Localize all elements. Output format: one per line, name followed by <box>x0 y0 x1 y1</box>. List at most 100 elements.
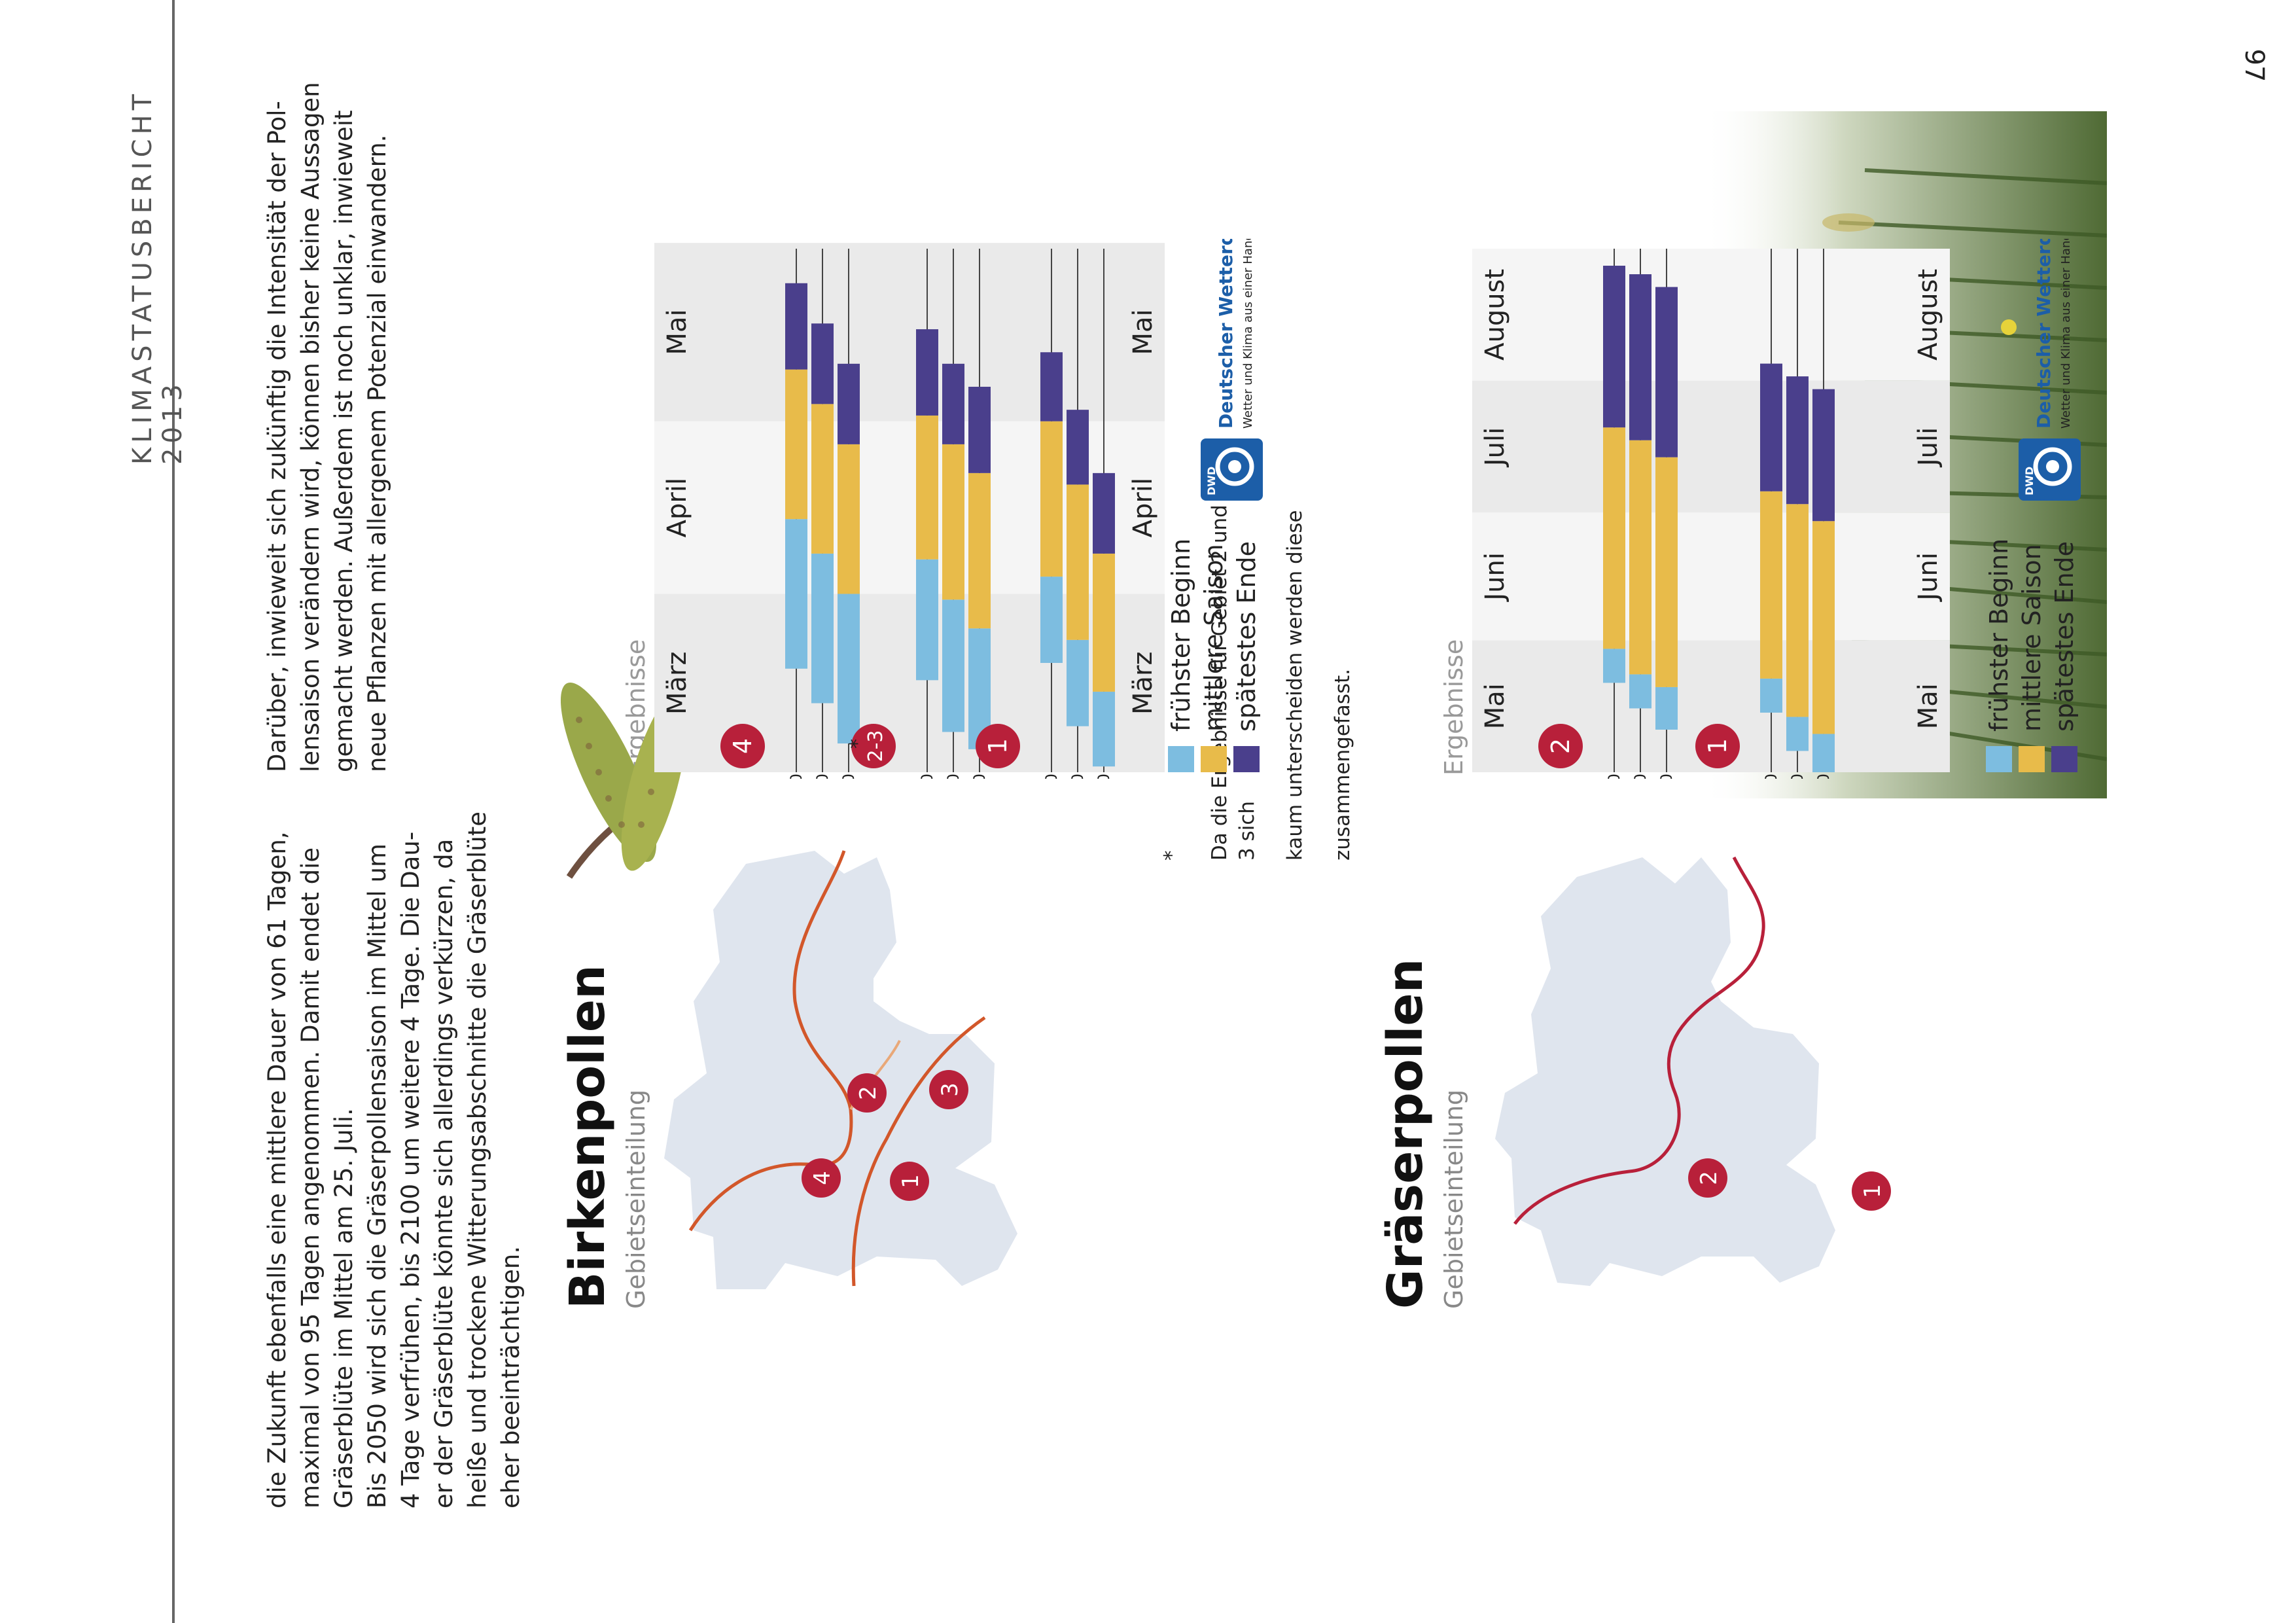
dwd-tagline: Wetter und Klima aus einer Hand <box>1241 239 1255 429</box>
bar-early <box>1760 678 1782 713</box>
page-margin-rule <box>172 0 175 1623</box>
period-label: 2071-2100 <box>1657 774 1676 779</box>
bar-late <box>785 283 807 370</box>
text-line: lensaison verändern wird, können bisher … <box>296 82 325 772</box>
text-line: kaum unterscheiden werden diese <box>1283 510 1307 861</box>
bar-early <box>785 519 807 669</box>
bar-late <box>811 323 834 404</box>
legend-swatch <box>1233 746 1260 772</box>
period-label: 2021-2050 <box>1069 774 1087 779</box>
period-label: 1971-2000 <box>918 774 936 779</box>
bar-late <box>1812 389 1835 522</box>
bar-mid <box>1629 440 1651 675</box>
bar-early <box>838 594 860 744</box>
bar-late <box>1786 376 1809 505</box>
bar-early <box>1067 639 1089 726</box>
bar-mid <box>838 444 860 594</box>
month-label: Mai <box>662 309 692 355</box>
text-line: Darüber, inwieweit sich zukünftig die In… <box>263 101 291 772</box>
month-band <box>654 243 1165 421</box>
svg-text:2: 2 <box>855 1086 881 1100</box>
bar-mid <box>811 404 834 554</box>
bar-mid <box>1603 427 1625 649</box>
body-text-column-2: Darüber, inwieweit sich zukünftig die In… <box>260 20 394 772</box>
bar-late <box>1655 287 1678 457</box>
period-label: 2071-2100 <box>1814 774 1833 779</box>
legend-swatch <box>1986 746 2012 772</box>
bar-early <box>1655 687 1678 730</box>
month-label: März <box>1128 652 1158 715</box>
legend-label: frühster Beginn <box>1985 538 2013 732</box>
bar-early <box>1629 674 1651 709</box>
bar-mid <box>916 415 938 560</box>
period-label: 1971-2000 <box>1762 774 1780 779</box>
svg-text:3: 3 <box>937 1082 963 1097</box>
grass-region-badge-2: 2 <box>1688 1158 1727 1198</box>
dwd-logo-grass: DWD Deutscher Wetterdienst Wetter und Kl… <box>2019 239 2081 501</box>
bar-late <box>1603 266 1625 428</box>
grass-region-map: 2 1 <box>1495 856 1891 1286</box>
period-label: 2071-2100 <box>839 774 858 779</box>
bar-late <box>1629 274 1651 440</box>
birch-region-badge-3: 3 <box>929 1070 968 1109</box>
month-label: Juni <box>1480 552 1510 603</box>
legend-label: frühster Beginn <box>1167 538 1195 732</box>
period-label: 2021-2050 <box>1788 774 1807 779</box>
birch-border-b <box>688 850 853 1232</box>
bar-late <box>916 329 938 416</box>
month-band <box>1472 380 1950 513</box>
text-line: er der Gräserblüte könnte sich allerding… <box>430 838 458 1508</box>
footnote-star: * <box>1160 850 1184 861</box>
group-badge: 2 <box>1538 724 1583 768</box>
dwd-tagline: Wetter und Klima aus einer Hand <box>2059 239 2073 429</box>
group-badge: 2-3 <box>851 724 896 768</box>
grass-results-chart: Mai Mai Juni Juni Juli Juli August August 2 1971-… <box>1472 249 1950 779</box>
bar-late <box>1040 352 1063 421</box>
month-label: April <box>662 478 692 537</box>
grass-border <box>1513 856 1765 1225</box>
grass-title: Gräserpollen <box>1377 958 1434 1309</box>
month-label: Juni <box>1913 552 1943 603</box>
birch-border-a <box>851 1016 986 1287</box>
bar-early <box>1812 734 1835 772</box>
bar-early <box>1603 649 1625 683</box>
month-label: April <box>1128 478 1158 537</box>
bar-mid <box>942 444 964 600</box>
bar-mid <box>1093 553 1115 692</box>
legend-swatch <box>1168 746 1194 772</box>
legend-label: mittlere Saison <box>1199 544 1228 732</box>
dwd-abbr: DWD <box>1205 467 1218 495</box>
period-label: 2071-2100 <box>970 774 989 779</box>
bar-mid <box>1655 457 1678 687</box>
bar-mid <box>1812 521 1835 734</box>
svg-text:2: 2 <box>1696 1171 1722 1185</box>
legend-label: spätestes Ende <box>1232 541 1261 732</box>
text-line: heiße und trockene Witterungsabschnitte … <box>463 812 491 1508</box>
dwd-logo-birch: DWD Deutscher Wetterdienst Wetter und Kl… <box>1201 239 1263 501</box>
bar-early <box>916 559 938 681</box>
birch-legend: frühster Beginn mittlere Saison spätestes … <box>1165 539 1263 772</box>
bar-mid <box>1760 491 1782 679</box>
period-label: 2021-2050 <box>813 774 832 779</box>
group-badge-label: 1 <box>1703 738 1732 754</box>
birch-results-chart: März März April April Mai Mai 4 1971-2000 2021-2… <box>654 243 1165 779</box>
bar-early <box>811 553 834 704</box>
bar-early <box>1093 691 1115 767</box>
bar-early <box>942 599 964 732</box>
bar-early <box>968 628 991 749</box>
grass-region-badge-1: 1 <box>1852 1171 1891 1211</box>
legend-label: spätestes Ende <box>2050 541 2079 732</box>
group-badge: 1 <box>976 724 1020 768</box>
month-label: August <box>1913 269 1943 361</box>
grass-subtitle: Gebietseinteilung <box>1439 1089 1468 1309</box>
birch-map-shape <box>664 851 1017 1289</box>
group-star: * <box>846 739 869 749</box>
bar-mid <box>1786 504 1809 717</box>
legend-swatch <box>2019 746 2045 772</box>
bar-late <box>838 363 860 444</box>
month-band <box>654 594 1165 772</box>
birch-region-badge-1: 1 <box>890 1162 929 1201</box>
legend-item: spätestes Ende <box>2048 539 2081 772</box>
bar-mid <box>1067 484 1089 640</box>
grass-legend: frühster Beginn mittlere Saison spätestes … <box>1983 539 2081 772</box>
